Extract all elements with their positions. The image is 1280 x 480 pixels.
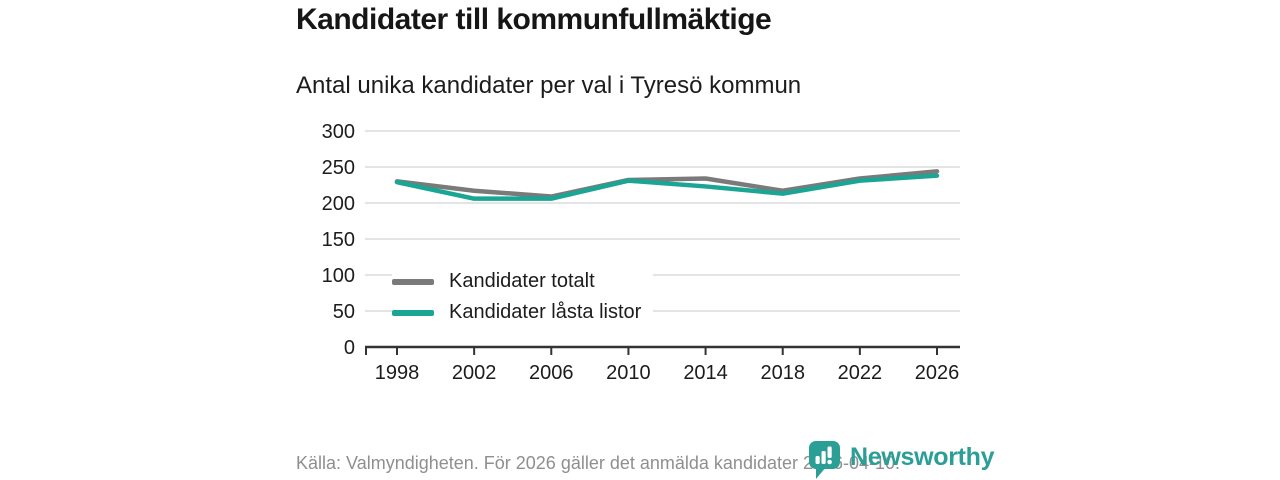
legend-item-locked-lists: Kandidater låsta listor bbox=[392, 297, 654, 328]
y-tick-label-50: 50 bbox=[333, 301, 355, 323]
x-tick-label-2026: 2026 bbox=[915, 362, 960, 384]
newsworthy-icon bbox=[809, 440, 840, 479]
legend-label-total: Kandidater totalt bbox=[449, 270, 595, 292]
page-title: Kandidater till kommunfullmäktige bbox=[296, 3, 772, 36]
newsworthy-logo: Newsworthy bbox=[806, 440, 995, 479]
x-tick-label-2006: 2006 bbox=[529, 362, 574, 384]
y-tick-label-300: 300 bbox=[322, 121, 355, 143]
legend-swatch-locked-lists bbox=[392, 309, 434, 316]
x-tick-label-2022: 2022 bbox=[838, 362, 883, 384]
x-tick-label-2002: 2002 bbox=[452, 362, 497, 384]
series-line-1 bbox=[394, 173, 940, 201]
x-tick-label-1998: 1998 bbox=[375, 362, 420, 384]
x-tick-label-2018: 2018 bbox=[760, 362, 805, 384]
y-tick-label-100: 100 bbox=[322, 265, 355, 287]
chart-legend: Kandidater totalt Kandidater låsta listo… bbox=[392, 266, 654, 328]
legend-item-total: Kandidater totalt bbox=[392, 266, 654, 297]
x-tick-label-2010: 2010 bbox=[606, 362, 651, 384]
y-tick-label-150: 150 bbox=[322, 229, 355, 251]
y-tick-label-0: 0 bbox=[344, 337, 355, 359]
y-tick-label-200: 200 bbox=[322, 193, 355, 215]
newsworthy-wordmark: Newsworthy bbox=[850, 443, 995, 471]
chart-subtitle: Antal unika kandidater per val i Tyresö … bbox=[296, 72, 802, 99]
y-tick-label-250: 250 bbox=[322, 157, 355, 179]
legend-label-locked-lists: Kandidater låsta listor bbox=[449, 301, 642, 323]
x-tick-label-2014: 2014 bbox=[683, 362, 728, 384]
legend-swatch-total bbox=[392, 278, 434, 285]
source-note: Källa: Valmyndigheten. För 2026 gäller d… bbox=[296, 453, 901, 473]
